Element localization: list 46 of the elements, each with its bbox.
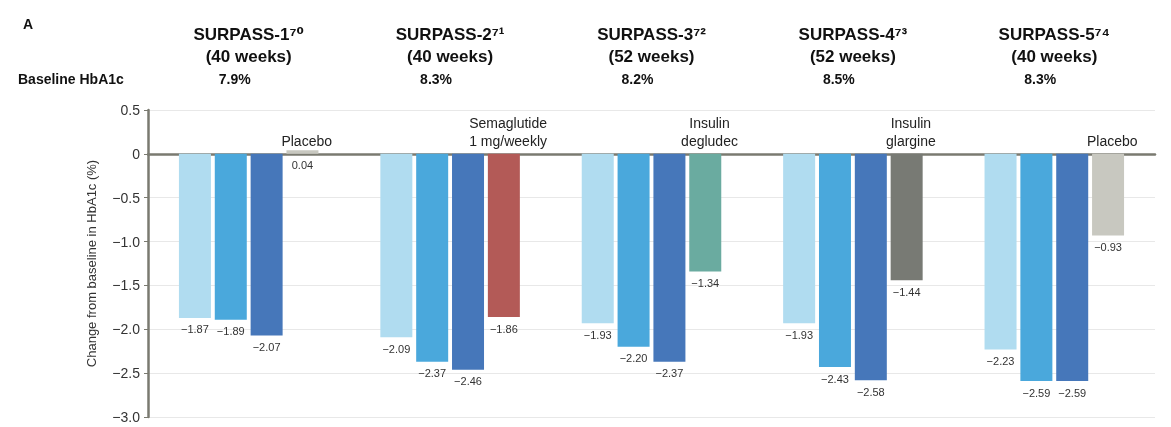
x-tick-label: SURPASS-1⁷⁰ (40 weeks) xyxy=(193,24,304,66)
annotation: Placebo xyxy=(281,132,333,149)
annotation: Insulin glargine xyxy=(885,114,937,149)
y-tick-label: −3.0 xyxy=(112,409,141,425)
data-label: 0.04 xyxy=(291,159,314,172)
data-label: −2.37 xyxy=(418,367,447,380)
x-tick-label: SURPASS-4⁷³ (52 weeks) xyxy=(798,24,908,66)
data-label: −2.58 xyxy=(856,385,885,398)
y-tick-label: −0.5 xyxy=(112,189,141,206)
text: 8.5% xyxy=(822,71,856,87)
annotation: Insulin degludec xyxy=(681,114,738,149)
text: 8.3% xyxy=(1024,71,1057,87)
data-label: −1.93 xyxy=(583,328,612,341)
x-tick-label: SURPASS-3⁷² (52 weeks) xyxy=(597,24,707,66)
data-label: −2.43 xyxy=(821,372,849,385)
data-label: −2.59 xyxy=(1058,386,1087,399)
text: 7.9% xyxy=(218,71,252,87)
data-label: −2.09 xyxy=(382,342,411,355)
x-tick-label: SURPASS-5⁷⁴ (40 weeks) xyxy=(998,24,1111,66)
y-tick-label: −2.5 xyxy=(112,365,141,382)
data-label: −0.93 xyxy=(1094,240,1122,253)
data-label: −1.86 xyxy=(489,322,518,335)
text: A xyxy=(23,16,34,32)
data-label: −1.34 xyxy=(691,276,720,289)
annotation: Semaglutide 1 mg/weekly xyxy=(469,114,548,149)
x-tick-label: SURPASS-2⁷¹ (40 weeks) xyxy=(395,24,505,66)
data-label: −1.87 xyxy=(181,323,209,336)
text: Baseline HbA1c xyxy=(18,71,125,87)
y-tick-label: −2.0 xyxy=(112,321,141,338)
y-tick-label: −1.0 xyxy=(112,233,141,250)
annotation: Placebo xyxy=(1087,132,1138,149)
data-label: −2.20 xyxy=(619,352,648,365)
text: 8.2% xyxy=(621,71,654,87)
y-axis-title: Change from baseline in HbA1c (%) xyxy=(84,159,99,368)
data-label: −2.07 xyxy=(252,340,281,353)
data-label: −2.59 xyxy=(1022,386,1051,399)
y-tick-label: 0 xyxy=(132,145,141,162)
y-tick-label: 0.5 xyxy=(120,102,141,118)
y-tick-label: −1.5 xyxy=(112,277,141,294)
data-label: −1.93 xyxy=(785,328,814,341)
data-label: −2.37 xyxy=(655,367,684,380)
data-label: −2.23 xyxy=(986,354,1015,367)
data-label: −1.44 xyxy=(892,285,921,298)
text: 8.3% xyxy=(420,71,453,87)
data-label: −2.46 xyxy=(454,375,482,388)
data-label: −1.89 xyxy=(216,325,245,338)
